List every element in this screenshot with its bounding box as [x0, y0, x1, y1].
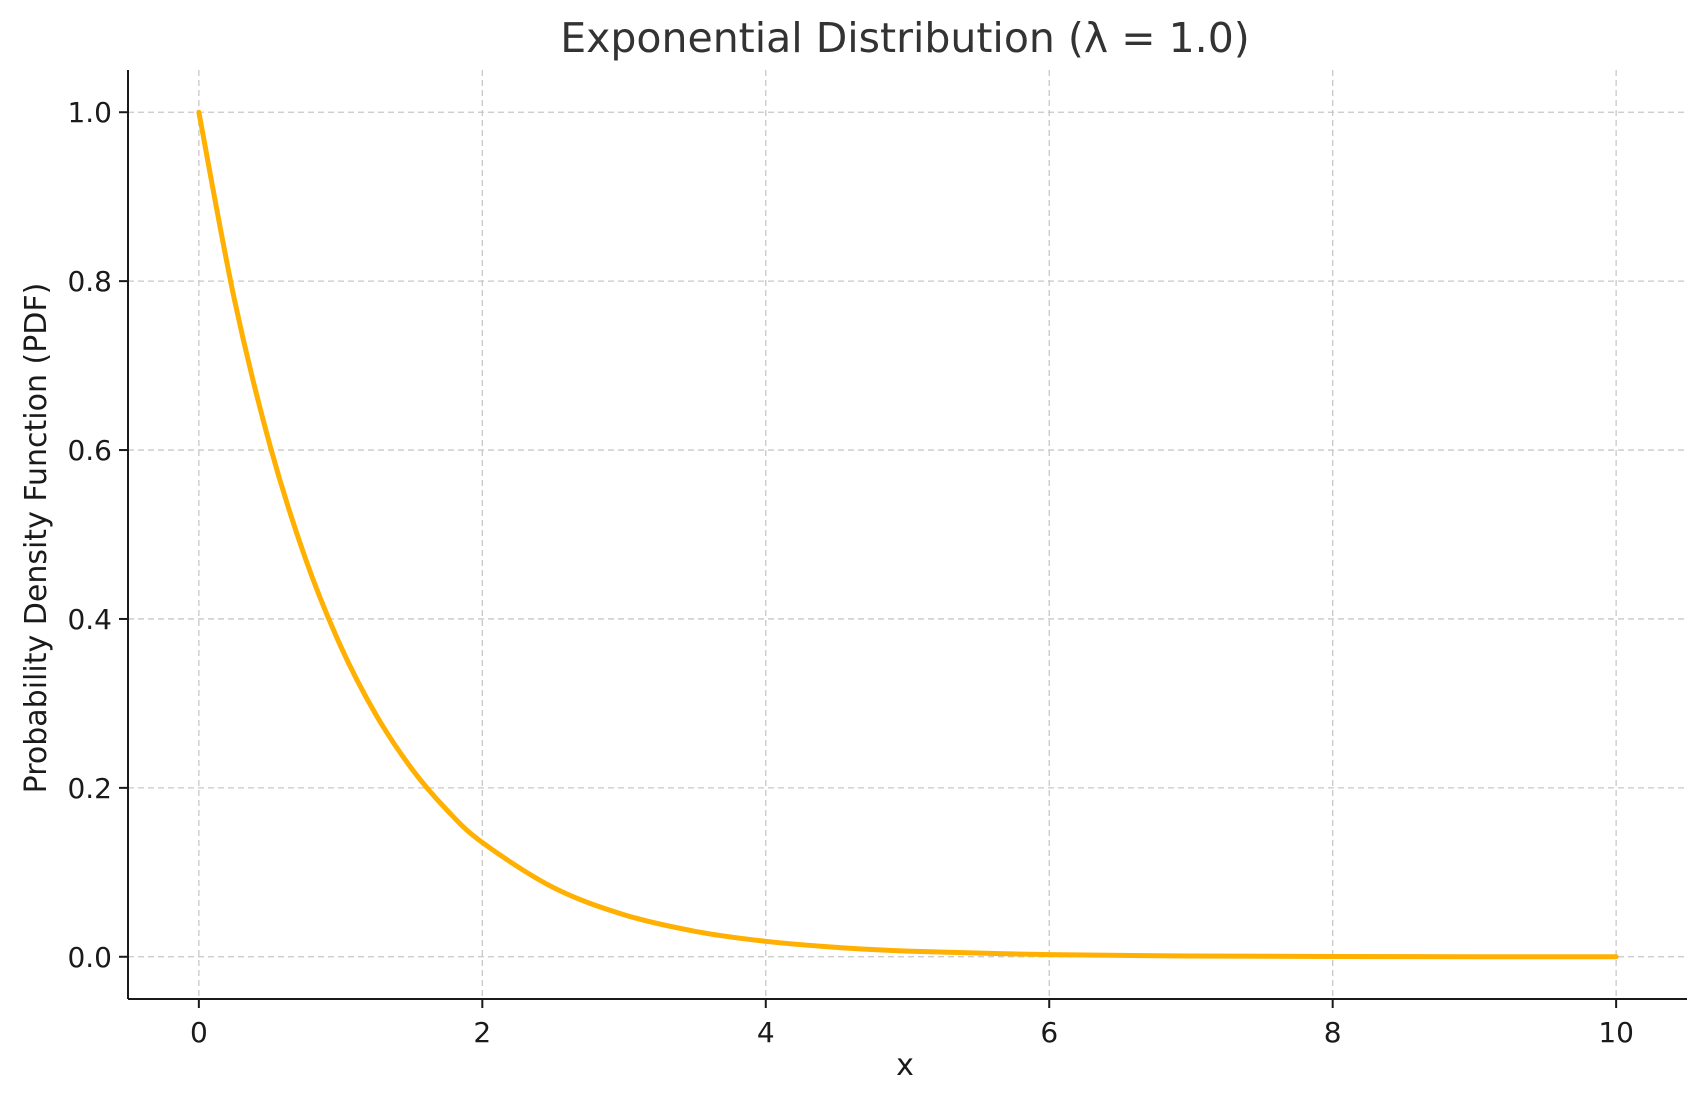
y-tick-label: 0.2 — [67, 772, 112, 805]
y-tick-label: 0.4 — [67, 603, 112, 636]
y-axis-label: Probability Density Function (PDF) — [19, 283, 54, 794]
y-tick-label: 1.0 — [67, 96, 112, 129]
x-tick-label: 8 — [1324, 1016, 1342, 1049]
y-ticks: 0.0 0.2 0.4 0.6 0.8 1.0 — [67, 96, 128, 974]
y-tick-label: 0.0 — [67, 941, 112, 974]
x-tick-label: 0 — [190, 1016, 208, 1049]
x-ticks: 0 2 4 6 8 10 — [190, 999, 1634, 1049]
x-tick-label: 6 — [1040, 1016, 1058, 1049]
x-tick-label: 10 — [1598, 1016, 1634, 1049]
series-line — [196, 109, 1619, 960]
y-tick-label: 0.8 — [67, 265, 112, 298]
x-tick-label: 4 — [757, 1016, 775, 1049]
chart-title: Exponential Distribution (λ = 1.0) — [560, 14, 1250, 62]
x-tick-label: 2 — [473, 1016, 491, 1049]
x-axis-label: x — [896, 1048, 914, 1083]
y-tick-label: 0.6 — [67, 434, 112, 467]
grid — [128, 70, 1687, 999]
